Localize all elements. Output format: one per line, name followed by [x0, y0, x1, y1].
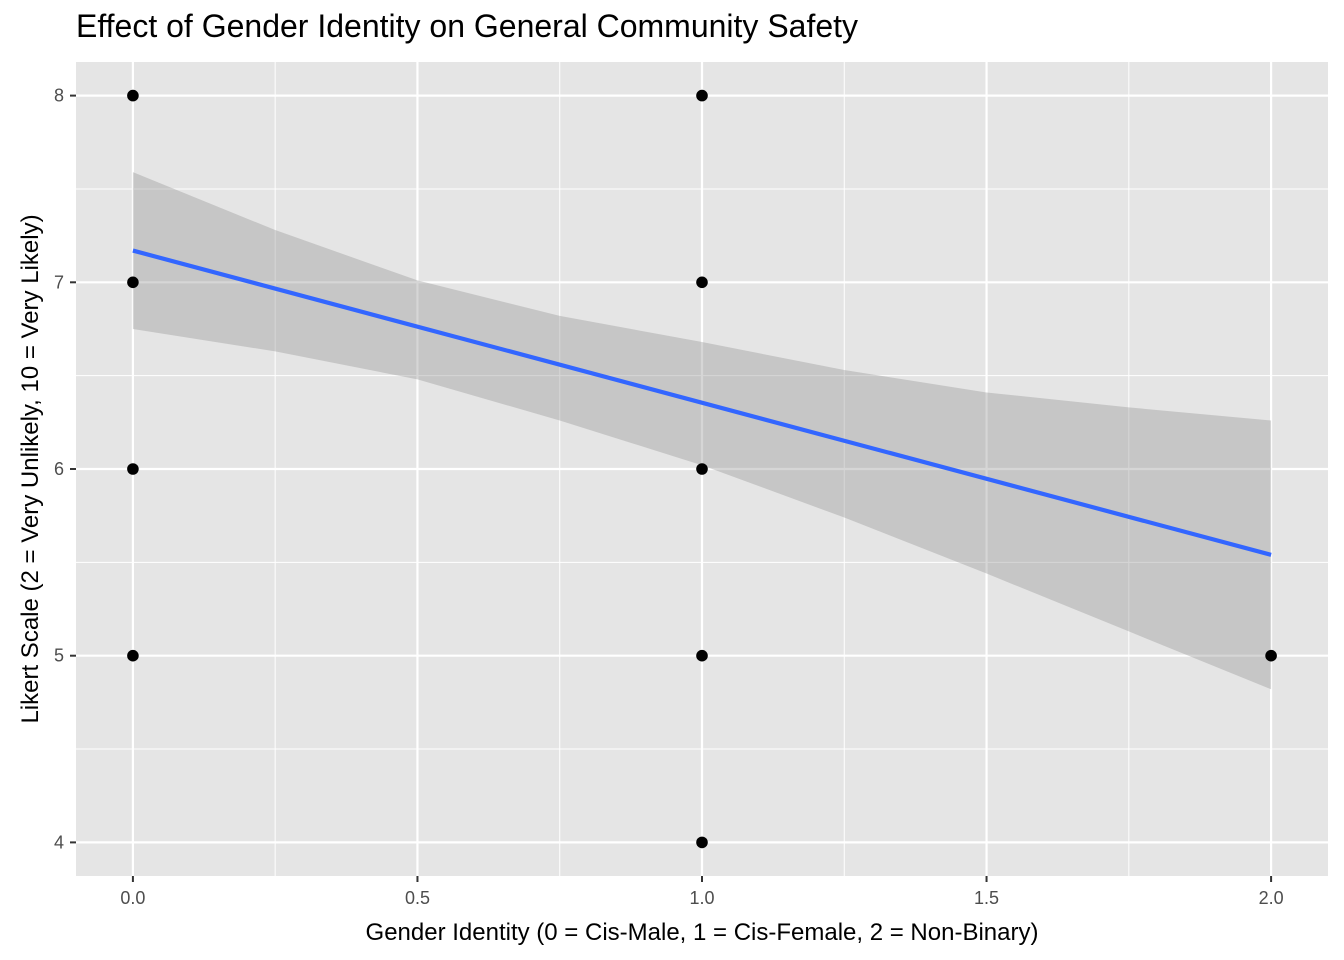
x-tick-label: 2.0 [1259, 888, 1284, 908]
y-tick-label: 8 [54, 86, 64, 106]
x-axis-title: Gender Identity (0 = Cis-Male, 1 = Cis-F… [366, 919, 1039, 946]
data-point [696, 89, 708, 102]
chart-title: Effect of Gender Identity on General Com… [76, 8, 859, 44]
x-tick-label: 0.5 [405, 888, 430, 908]
y-tick-label: 5 [54, 646, 64, 666]
x-axis-ticks: 0.0 0.5 1.0 1.5 2.0 [120, 876, 1284, 908]
regression-line [132, 248, 1272, 557]
data-point [696, 276, 708, 289]
data-point [127, 276, 139, 289]
confidence-ribbon [132, 172, 1272, 690]
y-tick-label: 6 [54, 459, 64, 479]
data-point [696, 649, 708, 662]
data-point [127, 89, 139, 102]
data-point [696, 463, 708, 475]
y-tick-label: 7 [54, 272, 64, 292]
y-axis-title: Likert Scale (2 = Very Unlikely, 10 = Ve… [17, 214, 44, 723]
x-tick-label: 0.0 [120, 888, 145, 908]
data-point [127, 463, 139, 475]
y-tick-label: 4 [54, 832, 64, 852]
x-tick-label: 1.5 [974, 888, 999, 908]
data-point [127, 649, 139, 662]
data-points [127, 89, 1277, 849]
data-point [1265, 649, 1277, 662]
x-tick-label: 1.0 [689, 888, 714, 908]
y-axis-ticks: 4 5 6 7 8 [54, 86, 76, 852]
data-point [696, 836, 708, 849]
